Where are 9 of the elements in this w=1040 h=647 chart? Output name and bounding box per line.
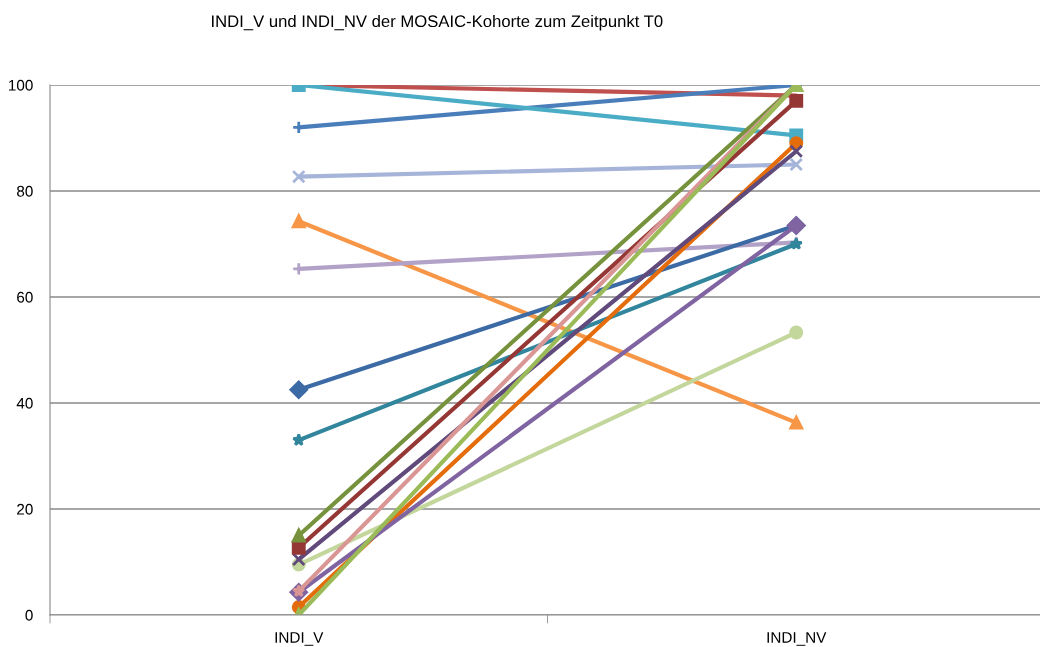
y-tick-label: 100 — [9, 79, 33, 91]
x-tick-label: INDI_V — [275, 632, 324, 646]
y-tick-label: 80 — [17, 185, 33, 197]
y-tick-label: 40 — [16, 397, 33, 409]
y-tick-label: 60 — [17, 291, 33, 303]
y-tick-label: 20 — [17, 503, 33, 515]
y-tick-label: 0 — [25, 609, 33, 621]
x-tick-label: INDI_NV — [767, 632, 827, 646]
chart-title: INDI_V und INDI_NV der MOSAIC-Kohorte zum Zeitpunkt T0 — [212, 14, 663, 31]
